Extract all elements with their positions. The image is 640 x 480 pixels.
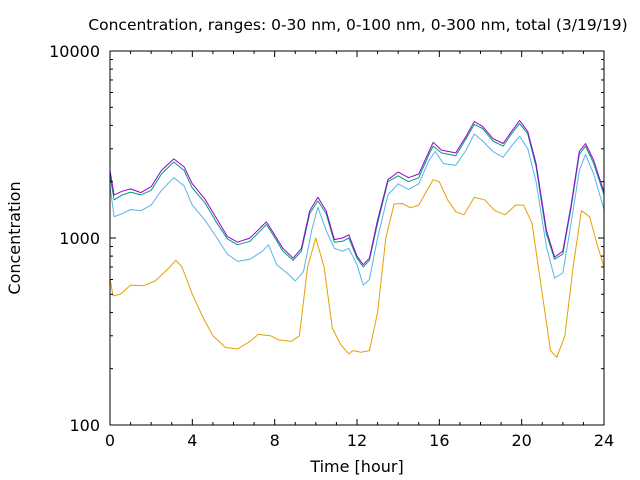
x-axis-label: Time [hour]	[309, 457, 403, 476]
series-line-2	[109, 133, 605, 286]
x-tick-label: 4	[187, 431, 197, 450]
x-tick-label: 24	[594, 431, 614, 450]
ticks-layer: 0 4 8 12 16 20 24 100 1000 10000	[49, 42, 614, 450]
series-line-4	[109, 120, 605, 266]
y-tick-label: 100	[69, 416, 100, 435]
x-tick-label: 0	[105, 431, 115, 450]
x-tick-label: 16	[429, 431, 449, 450]
x-tick-label: 20	[511, 431, 531, 450]
series-line-3	[109, 122, 605, 268]
chart-title: Concentration, ranges: 0-30 nm, 0-100 nm…	[88, 16, 627, 34]
x-tick-label: 8	[270, 431, 280, 450]
series-layer	[109, 120, 605, 358]
y-tick-label: 10000	[49, 42, 100, 61]
series-line-1	[109, 179, 605, 358]
plot-frame	[109, 50, 605, 426]
y-tick-label: 1000	[59, 229, 100, 248]
y-axis-label: Concentration	[5, 181, 24, 294]
x-tick-label: 12	[347, 431, 367, 450]
